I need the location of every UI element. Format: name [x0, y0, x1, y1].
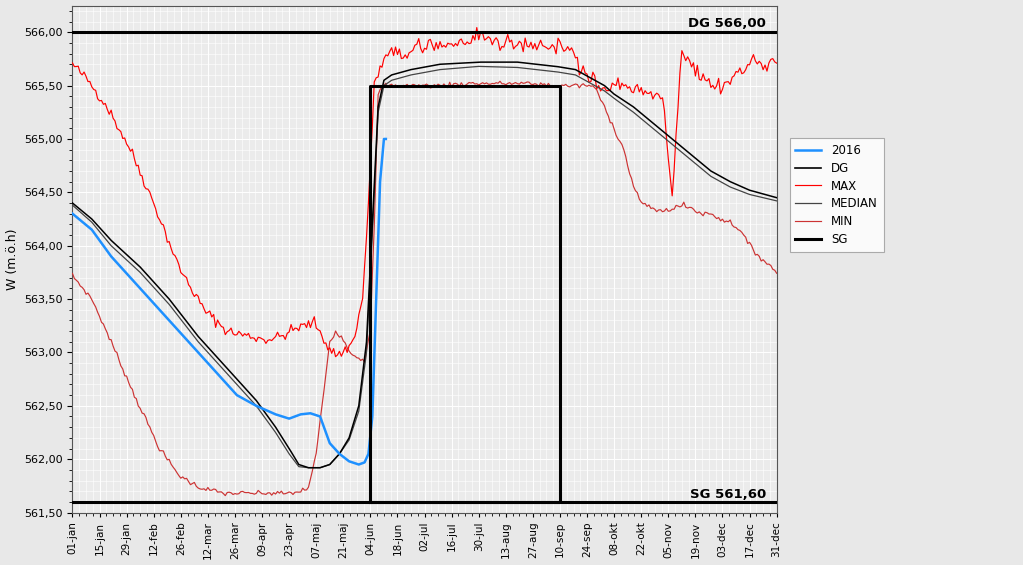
MAX: [260, 340, 272, 347]
Line: DG: DG: [73, 62, 776, 468]
MEDIAN: [303, 464, 315, 471]
2016: [295, 411, 307, 418]
MAX: [742, 61, 754, 68]
2016: [380, 136, 392, 142]
MAX: [770, 60, 783, 67]
MEDIAN: [353, 408, 365, 415]
DG: [353, 402, 365, 409]
MAX: [353, 311, 365, 318]
MEDIAN: [66, 202, 79, 208]
MEDIAN: [215, 364, 227, 371]
MAX: [66, 59, 79, 66]
MIN: [770, 270, 783, 277]
2016: [336, 452, 348, 459]
MIN: [262, 489, 274, 496]
Y-axis label: W (m.ö.h): W (m.ö.h): [5, 228, 18, 290]
Line: MIN: MIN: [73, 81, 776, 496]
MEDIAN: [260, 416, 272, 423]
MAX: [349, 333, 361, 340]
2016: [377, 136, 390, 142]
MIN: [674, 203, 686, 210]
MIN: [349, 353, 361, 359]
MAX: [471, 24, 483, 31]
MIN: [494, 78, 506, 85]
DG: [674, 142, 686, 149]
MAX: [329, 353, 342, 360]
2016: [66, 210, 79, 217]
MIN: [353, 355, 365, 362]
2016: [358, 459, 370, 466]
Legend: 2016, DG, MAX, MEDIAN, MIN, SG: 2016, DG, MAX, MEDIAN, MIN, SG: [790, 138, 884, 251]
DG: [66, 199, 79, 206]
DG: [770, 194, 783, 201]
MIN: [742, 240, 754, 247]
MAX: [674, 69, 686, 76]
MAX: [215, 323, 227, 330]
DG: [260, 410, 272, 417]
MIN: [215, 489, 227, 496]
MEDIAN: [742, 190, 754, 197]
DG: [215, 359, 227, 366]
2016: [208, 366, 220, 373]
DG: [742, 186, 754, 193]
Text: SG 561,60: SG 561,60: [690, 488, 766, 501]
DG: [349, 415, 361, 422]
MEDIAN: [674, 147, 686, 154]
2016: [353, 461, 365, 468]
MEDIAN: [473, 63, 485, 70]
DG: [473, 59, 485, 66]
Line: 2016: 2016: [73, 139, 386, 464]
MIN: [219, 492, 231, 499]
Line: MAX: MAX: [73, 28, 776, 357]
MEDIAN: [349, 419, 361, 426]
MEDIAN: [770, 198, 783, 205]
DG: [303, 464, 315, 471]
Line: MEDIAN: MEDIAN: [73, 67, 776, 468]
2016: [312, 412, 324, 419]
Text: DG 566,00: DG 566,00: [688, 17, 766, 30]
2016: [153, 306, 166, 313]
MIN: [66, 270, 79, 277]
